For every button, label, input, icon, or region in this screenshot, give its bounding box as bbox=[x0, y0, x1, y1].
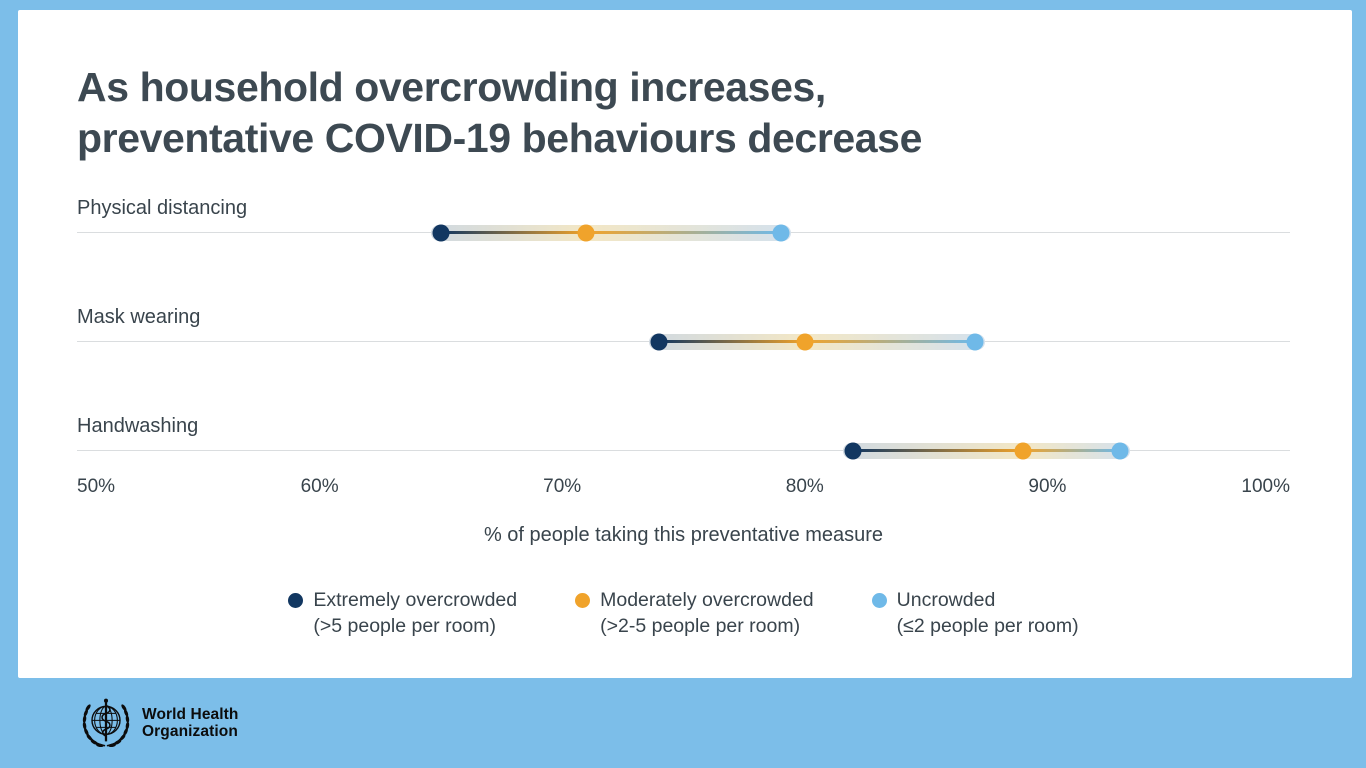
row-track bbox=[77, 224, 1290, 242]
x-axis-tick: 60% bbox=[300, 475, 339, 497]
chart-title-line2: preventative COVID-19 behaviours decreas… bbox=[77, 115, 922, 162]
x-axis-tick: 80% bbox=[785, 475, 824, 497]
x-axis: 50% 60% 70% 80% 90% 100% bbox=[77, 476, 1290, 502]
who-wordmark-line2: Organization bbox=[142, 723, 238, 740]
row-baseline bbox=[77, 449, 1290, 451]
data-point-dot bbox=[966, 333, 984, 350]
legend-label: Extremely overcrowded (>5 people per room… bbox=[313, 587, 517, 639]
row-label: Handwashing bbox=[77, 414, 199, 437]
data-point-dot bbox=[844, 442, 862, 459]
x-axis-tick: 70% bbox=[543, 475, 582, 497]
x-axis-tick: 100% bbox=[1241, 475, 1290, 497]
chart-title-line1: As household overcrowding increases, bbox=[77, 64, 826, 110]
legend-dot-icon bbox=[575, 592, 591, 608]
x-axis-label: % of people taking this preventative mea… bbox=[483, 523, 884, 546]
footer: World Health Organization bbox=[0, 678, 1366, 768]
connector-line bbox=[659, 339, 975, 343]
legend-item: Uncrowded (≤2 people per room) bbox=[871, 587, 1079, 639]
connector-line bbox=[853, 448, 1121, 452]
legend-label-line2: (≤2 people per room) bbox=[896, 614, 1079, 637]
chart-row: Mask wearing bbox=[77, 304, 1290, 351]
row-label: Mask wearing bbox=[77, 305, 201, 328]
connector-line bbox=[440, 230, 781, 234]
chart-row: Handwashing bbox=[77, 413, 1290, 460]
legend-item: Extremely overcrowded (>5 people per room… bbox=[288, 587, 517, 639]
who-emblem-icon bbox=[82, 698, 131, 749]
legend-label-line2: (>2-5 people per room) bbox=[600, 614, 801, 637]
who-logo: World Health Organization bbox=[78, 695, 239, 751]
legend-label-line1: Extremely overcrowded bbox=[313, 588, 518, 611]
legend-item: Moderately overcrowded (>2-5 people per r… bbox=[575, 587, 814, 639]
x-axis-tick: 50% bbox=[77, 475, 116, 497]
x-axis-tick: 90% bbox=[1028, 475, 1067, 497]
legend: Extremely overcrowded (>5 people per room… bbox=[77, 587, 1290, 639]
data-point-dot bbox=[1014, 442, 1032, 459]
legend-dot-icon bbox=[871, 592, 887, 608]
legend-label: Moderately overcrowded (>2-5 people per r… bbox=[600, 587, 814, 639]
data-point-dot bbox=[650, 333, 668, 350]
legend-dot-icon bbox=[288, 592, 304, 608]
data-point-dot bbox=[432, 224, 450, 241]
legend-label-line1: Moderately overcrowded bbox=[600, 588, 814, 611]
who-wordmark-line1: World Health bbox=[142, 705, 239, 723]
legend-label-line1: Uncrowded bbox=[896, 588, 996, 611]
data-point-dot bbox=[577, 224, 595, 241]
dumbbell-chart: Physical distancing Mask wearing Handwashi… bbox=[77, 195, 1290, 460]
row-track bbox=[77, 333, 1290, 351]
data-point-dot bbox=[1111, 442, 1129, 459]
row-track bbox=[77, 442, 1290, 460]
who-wordmark: World Health Organization bbox=[142, 706, 239, 741]
data-point-dot bbox=[796, 333, 814, 350]
chart-title: As household overcrowding increases, prev… bbox=[77, 62, 1290, 165]
chart-row: Physical distancing bbox=[77, 195, 1290, 242]
legend-label: Uncrowded (≤2 people per room) bbox=[897, 587, 1079, 639]
row-label: Physical distancing bbox=[77, 196, 248, 219]
chart-card: As household overcrowding increases, prev… bbox=[18, 10, 1352, 678]
legend-label-line2: (>5 people per room) bbox=[313, 614, 497, 637]
data-point-dot bbox=[772, 224, 790, 241]
